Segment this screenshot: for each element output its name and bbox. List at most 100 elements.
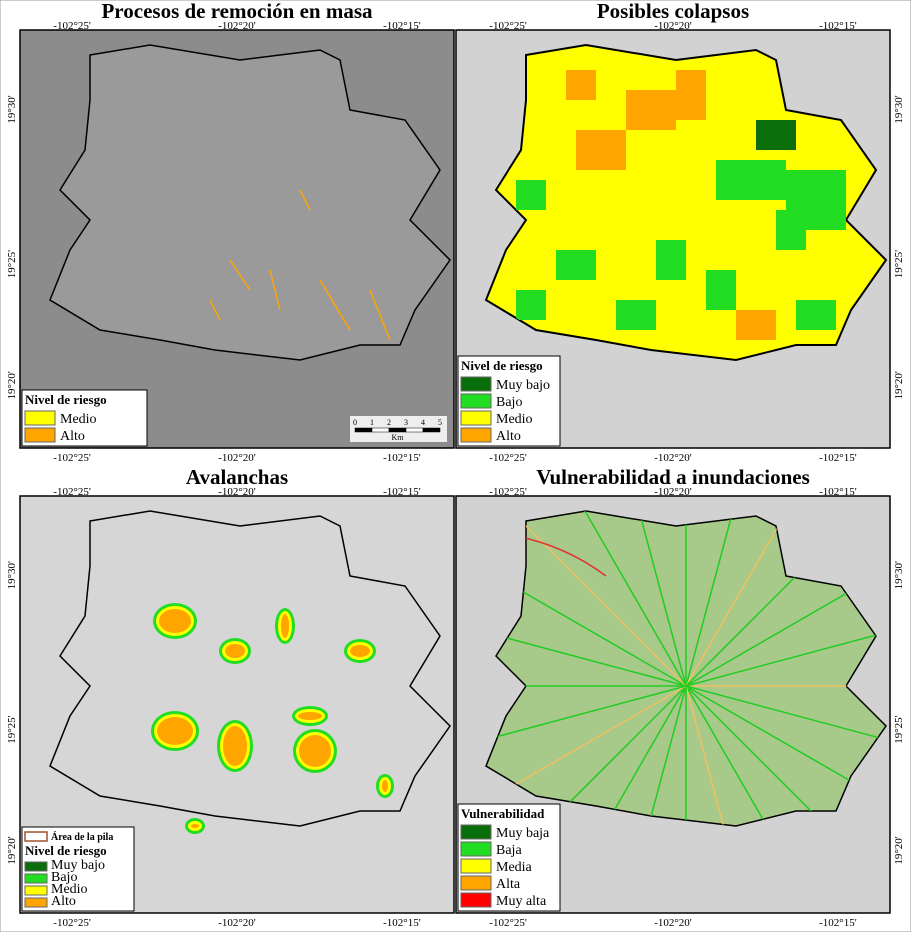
lon-label: -102°20' — [218, 20, 256, 32]
legend-swatch — [24, 897, 48, 908]
cell — [616, 300, 656, 330]
lon-label: -102°20' — [654, 486, 692, 498]
legend-swatch — [460, 393, 492, 409]
legend-swatch — [24, 873, 48, 884]
lat-label: 19°25' — [893, 250, 905, 278]
lat-label: 19°30' — [6, 561, 18, 589]
scale-seg — [405, 427, 424, 433]
lon-label: -102°25' — [53, 486, 91, 498]
lat-label: 19°20' — [893, 371, 905, 399]
scale-tick: 3 — [404, 418, 408, 427]
stream — [685, 685, 755, 826]
stream — [515, 535, 607, 577]
landslide — [269, 269, 281, 311]
lon-label: -102°25' — [489, 917, 527, 929]
landslide — [299, 189, 311, 211]
lon-label: -102°15' — [819, 917, 857, 929]
landslide — [229, 259, 251, 291]
lon-label: -102°25' — [489, 452, 527, 464]
legend-label: Muy bajo — [496, 378, 550, 393]
cell — [576, 130, 626, 170]
lon-label: -102°20' — [218, 486, 256, 498]
blob — [191, 824, 199, 828]
map — [49, 510, 451, 834]
lon-label: -102°20' — [654, 20, 692, 32]
stream — [685, 511, 755, 687]
legend-label: Medio — [51, 882, 88, 897]
blob — [157, 717, 193, 745]
legend-title: Nivel de riesgo — [25, 392, 107, 407]
legend-swatch — [460, 841, 492, 857]
legend-swatch — [24, 885, 48, 896]
legend-label: Muy baja — [496, 826, 550, 841]
legend-label: Medio — [60, 412, 97, 427]
cell — [736, 310, 776, 340]
stream — [501, 685, 687, 826]
lon-label: -102°15' — [383, 486, 421, 498]
lon-label: -102°25' — [489, 486, 527, 498]
blob — [298, 712, 322, 720]
legend-label: Muy bajo — [51, 858, 105, 873]
lat-label: 19°30' — [893, 95, 905, 123]
legend-title: Vulnerabilidad — [461, 806, 545, 821]
blob — [382, 780, 388, 792]
lon-label: -102°25' — [53, 452, 91, 464]
stream — [501, 511, 687, 687]
legend-label: Alto — [51, 894, 76, 909]
panel-title: Procesos de remoción en masa — [101, 0, 373, 23]
cell — [706, 270, 736, 310]
lon-label: -102°15' — [819, 452, 857, 464]
maps: Procesos de remoción en masa -102°25' -102… — [6, 0, 905, 929]
stream — [685, 685, 871, 826]
landslide — [209, 299, 221, 321]
legend-swatch — [460, 875, 492, 891]
cell — [516, 180, 546, 210]
map — [49, 44, 451, 361]
panel-title: Posibles colapsos — [597, 0, 749, 23]
legend-label: Bajo — [496, 395, 522, 410]
legend-label: Alto — [496, 429, 521, 444]
scale-seg — [388, 427, 407, 433]
lon-label: -102°15' — [383, 452, 421, 464]
lon-label: -102°20' — [218, 452, 256, 464]
stream — [486, 685, 687, 755]
legend-swatch — [460, 824, 492, 840]
lon-label: -102°20' — [218, 917, 256, 929]
blob — [159, 609, 191, 633]
lon-label: -102°20' — [654, 917, 692, 929]
stream — [685, 511, 817, 687]
legend-label: Bajo — [51, 870, 77, 885]
cell — [556, 250, 596, 280]
legend-label: Baja — [496, 843, 522, 858]
cell — [676, 70, 706, 120]
legend-label: Medio — [496, 412, 533, 427]
stream — [617, 685, 687, 826]
lat-label: 19°25' — [6, 715, 18, 743]
lon-label: -102°25' — [53, 20, 91, 32]
legend-swatch — [24, 427, 56, 443]
stream — [685, 617, 886, 687]
legend-swatch — [24, 831, 48, 842]
stream — [685, 685, 817, 826]
stream — [486, 617, 687, 687]
blob — [281, 614, 289, 638]
legend-label: Alta — [496, 877, 521, 892]
stream — [685, 685, 886, 755]
scale-tick: 2 — [387, 418, 391, 427]
legend-swatch — [460, 410, 492, 426]
blob — [299, 735, 331, 767]
scale-seg — [354, 427, 373, 433]
legend-title: Nivel de riesgo — [25, 843, 107, 858]
blob — [223, 726, 247, 766]
legend-title: Nivel de riesgo — [461, 358, 543, 373]
lon-label: -102°25' — [489, 20, 527, 32]
scale-tick: 0 — [353, 418, 357, 427]
legend-label: Muy alta — [496, 894, 547, 909]
legend-swatch — [460, 858, 492, 874]
panel-title: Vulnerabilidad a inundaciones — [536, 465, 810, 489]
stream — [617, 511, 687, 687]
lon-label: -102°15' — [819, 20, 857, 32]
blob — [350, 645, 370, 657]
lat-label: 19°25' — [6, 250, 18, 278]
